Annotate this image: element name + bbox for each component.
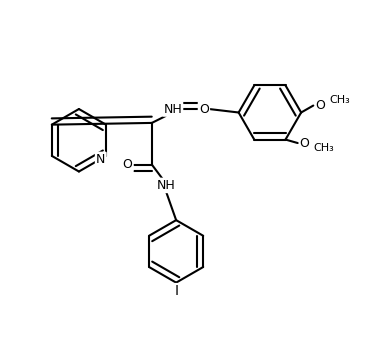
Text: CH₃: CH₃ <box>329 95 350 105</box>
Text: CH₃: CH₃ <box>313 143 334 153</box>
Text: O: O <box>300 136 309 149</box>
Text: O: O <box>199 103 209 116</box>
Text: NH: NH <box>156 179 175 192</box>
Text: O: O <box>123 158 132 171</box>
Text: NH: NH <box>163 103 182 116</box>
Text: I: I <box>174 284 178 298</box>
Text: N: N <box>96 153 106 166</box>
Text: O: O <box>315 99 325 112</box>
